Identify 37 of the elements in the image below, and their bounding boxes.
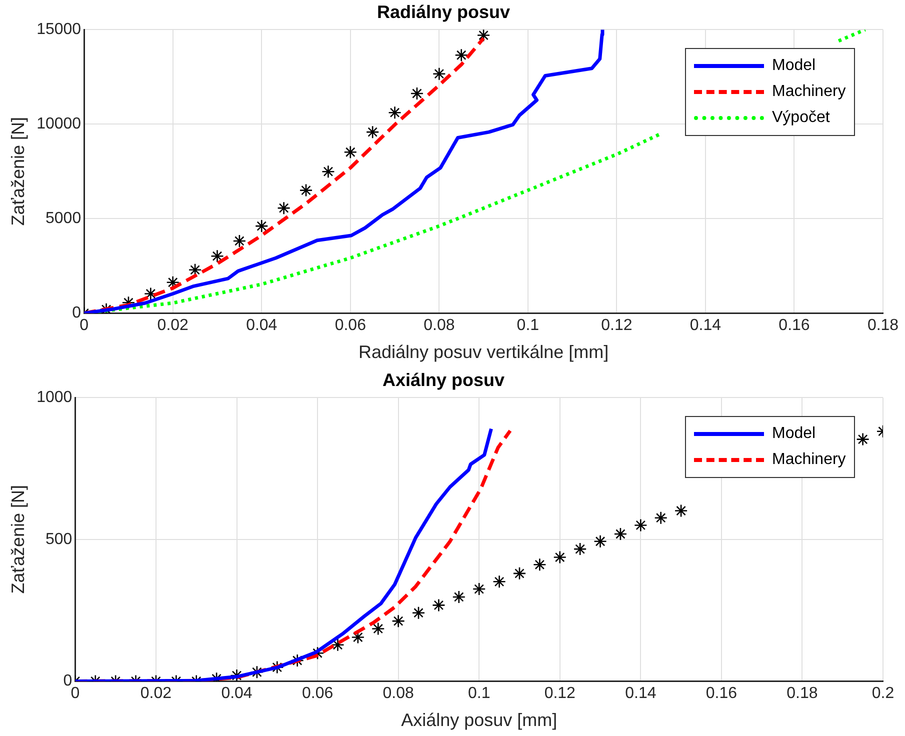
x-tick-label: 0.04 bbox=[246, 317, 278, 334]
x-tick-label: 0.08 bbox=[382, 685, 414, 702]
x-tick-label: 0.14 bbox=[690, 317, 722, 334]
x-tick-label: 0.2 bbox=[872, 685, 894, 702]
y-tick-label: 15000 bbox=[36, 21, 82, 38]
y-tick-label: 5000 bbox=[46, 210, 82, 228]
legend-label: Model bbox=[772, 424, 816, 443]
x-axis-title: Axiálny posuv [mm] bbox=[401, 710, 558, 730]
x-tick-label: 0.08 bbox=[424, 317, 455, 334]
x-tick-label: 0.12 bbox=[544, 685, 576, 702]
x-tick-label: 0.06 bbox=[334, 317, 366, 334]
y-tick-label: 0 bbox=[72, 304, 82, 322]
legend-label: Machinery bbox=[772, 450, 846, 469]
x-tick-label: 0.16 bbox=[778, 317, 810, 334]
y-tick-label: 0 bbox=[63, 672, 72, 690]
x-tick-label: 0.06 bbox=[302, 685, 334, 702]
x-tick-label: 0.1 bbox=[516, 317, 540, 334]
x-tick-label: 0.14 bbox=[625, 685, 656, 702]
y-tick-label: 500 bbox=[45, 530, 72, 548]
chart-title: Axiálny posuv bbox=[382, 370, 505, 390]
x-tick-label: 0.16 bbox=[706, 685, 738, 702]
y-axis-title: Zaťaženie [N] bbox=[8, 116, 28, 226]
x-tick-label: 0.18 bbox=[786, 685, 818, 702]
x-axis-title: Radiálny posuv vertikálne [mm] bbox=[358, 342, 609, 362]
legend-label: Výpočet bbox=[772, 108, 830, 127]
y-tick-label: 10000 bbox=[36, 116, 82, 133]
legend-label: Machinery bbox=[772, 82, 846, 101]
x-tick-label: 0.12 bbox=[601, 317, 632, 334]
y-axis-title: Zaťaženie [N] bbox=[8, 484, 28, 594]
x-tick-label: 0.02 bbox=[140, 685, 172, 702]
legend-label: Model bbox=[772, 56, 816, 75]
x-tick-label: 0.02 bbox=[157, 317, 189, 334]
y-tick-label: 1000 bbox=[36, 389, 72, 406]
x-tick-label: 0.1 bbox=[468, 685, 490, 702]
chart-title: Radiálny posuv bbox=[376, 2, 510, 22]
x-tick-label: 0.18 bbox=[867, 317, 899, 334]
x-tick-label: 0.04 bbox=[221, 685, 252, 702]
